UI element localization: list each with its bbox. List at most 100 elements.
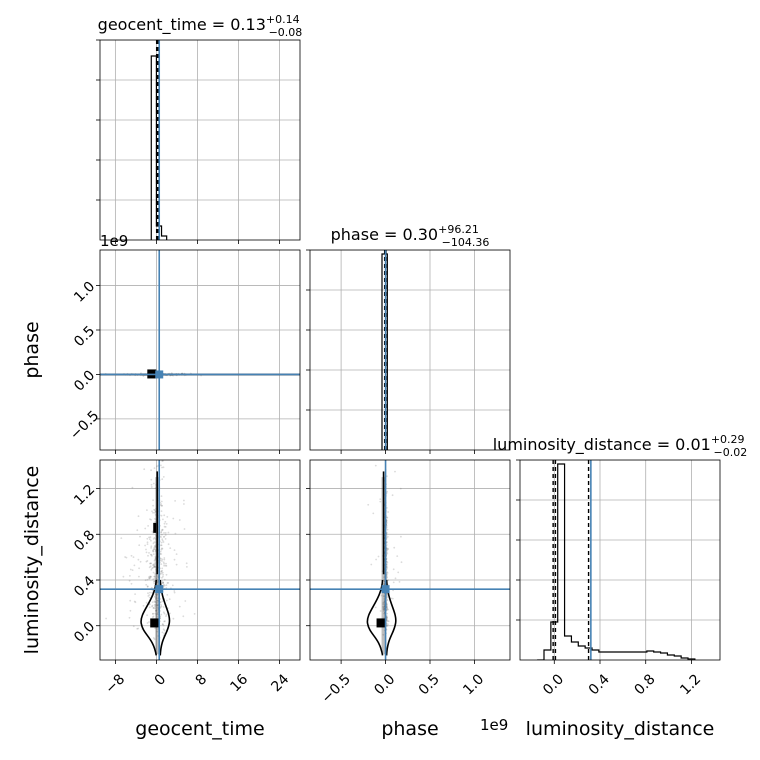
sample-point [150,586,153,589]
sample-point [385,457,387,459]
sample-point [162,624,165,627]
sample-point [156,457,158,459]
sample-point [159,573,162,576]
sample-point [151,555,153,557]
sample-point [156,604,159,607]
sample-point [367,503,370,506]
plot-area [100,40,300,240]
sample-point [153,536,156,539]
sample-point [155,594,158,597]
sample-point [150,518,153,521]
sample-point [387,579,389,582]
histogram-step [537,463,696,660]
sample-point [175,553,178,555]
sample-point [156,606,159,609]
sample-point [382,633,385,636]
sample-point [144,579,147,582]
sample-point [154,538,157,540]
sample-point [155,597,158,600]
sample-point [398,581,401,583]
sample-point [160,553,163,555]
sample-point [151,567,153,570]
sample-point [160,604,163,606]
sample-point [379,610,382,612]
sample-point [148,536,150,539]
sample-point [161,600,164,603]
sample-point [150,562,153,565]
y-tick-label: 0.0 [71,619,98,646]
sample-point [161,631,164,634]
sample-point [149,575,152,578]
sample-point [165,565,168,567]
plot-area [100,457,300,660]
sample-point [184,600,187,602]
sample-point [386,595,388,598]
sample-point [169,612,171,615]
sample-point [152,637,155,639]
sample-point [161,538,164,541]
sample-point [383,612,385,615]
sample-point [379,498,382,500]
sample-point [154,546,157,549]
sample-point [392,581,395,584]
sample-point [163,532,165,534]
sample-point [148,552,150,554]
sample-point [163,558,166,561]
sample-point [134,593,137,595]
sample-point [155,574,158,577]
sample-point [152,612,155,615]
sample-point [147,595,150,597]
sample-point [151,530,154,533]
sample-point [152,571,155,574]
sample-point [383,616,386,619]
sample-point [386,609,388,612]
sample-point [154,518,156,520]
sample-point [161,478,164,481]
sample-point [161,571,164,574]
sample-point [183,503,185,505]
sample-point [152,538,155,540]
sample-point [156,613,159,615]
sample-point [193,613,196,615]
sample-point [122,575,125,578]
sample-point [386,490,388,493]
sample-point [149,562,152,565]
y-tick-label: −0.5 [67,408,102,443]
sample-point [125,556,128,559]
mode-marker [153,522,157,533]
sample-point [154,612,157,615]
sample-point [128,616,131,619]
sample-point [162,606,165,608]
sample-point [152,607,155,610]
sample-point [156,582,159,585]
sample-point [183,528,186,530]
sample-point [386,566,389,569]
sample-point [154,607,157,610]
mode-marker [150,618,160,628]
sample-point [386,547,388,550]
sample-point [149,536,152,539]
sample-point [161,623,164,626]
sample-point [386,616,388,619]
sample-point [154,550,157,553]
offset-text: 1e9 [100,232,128,250]
sample-point [151,604,154,607]
sample-point [148,596,151,599]
sample-point [152,482,155,485]
sample-point [382,601,385,604]
sample-point [150,545,153,548]
sample-point [391,597,394,600]
sample-point [152,613,154,615]
sample-point [153,595,156,598]
sample-point [386,606,388,609]
sample-point [160,531,162,534]
sample-point [152,563,155,566]
sample-point [148,577,151,580]
sample-point [161,582,164,584]
sample-point [146,560,149,562]
sample-point [386,552,389,555]
sample-point [174,532,177,535]
sample-point [160,514,163,517]
sample-point [168,598,171,601]
